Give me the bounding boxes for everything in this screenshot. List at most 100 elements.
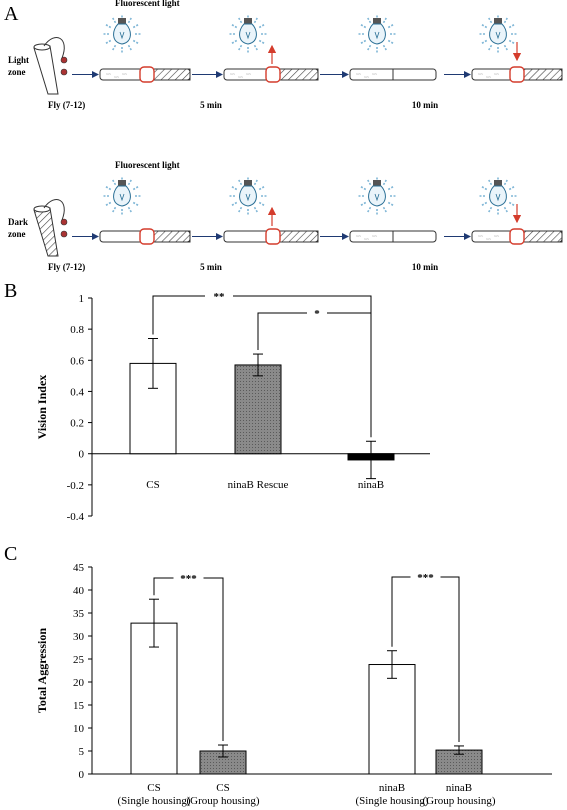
x-category-label: CS <box>216 782 229 794</box>
bar <box>130 622 178 775</box>
light-bulb-icon <box>229 15 267 53</box>
y-tick-label: 0.6 <box>70 355 84 367</box>
fly-marks: ~~~ <box>238 75 243 79</box>
fly-count-label: Fly (7-12) <box>48 262 85 272</box>
fly-marks: ~~~ <box>230 72 235 76</box>
y-tick-label: 0.4 <box>70 386 84 398</box>
fly-marks: ~~~ <box>364 75 369 79</box>
light-bulb-icon <box>358 177 396 215</box>
time-label-5min: 5 min <box>200 100 222 110</box>
y-tick-label: 45 <box>73 562 85 574</box>
zone-label: Light <box>8 55 29 65</box>
fly-marks: ~~~ <box>486 237 491 241</box>
fly-icon <box>60 218 68 226</box>
y-axis-label: Total Aggression <box>35 628 49 713</box>
y-tick-label: -0.4 <box>67 511 85 523</box>
transfer-arrow <box>43 199 65 221</box>
fly-marks: ~~~ <box>372 234 377 238</box>
start-vial-icon <box>33 199 68 257</box>
y-tick-label: -0.2 <box>67 480 84 492</box>
x-category-label: (Single housing) <box>355 795 428 807</box>
x-category-label: ninaB <box>446 782 472 794</box>
panel-a-letter: A <box>4 3 19 25</box>
y-tick-label: 0.8 <box>70 324 84 336</box>
y-tick-label: 20 <box>73 677 85 689</box>
panel-b-vision-chart: B 1 0.8 0.6 0.4 0.2 0 -0.2 -0.4 Vision Index CS ni… <box>4 280 430 523</box>
fly-marks: ~~~ <box>364 237 369 241</box>
bracket-gap <box>410 571 441 581</box>
time-label-10min: 10 min <box>412 100 438 110</box>
x-category-label: CS <box>146 479 159 491</box>
fly-marks: ~~~ <box>122 72 127 76</box>
y-tick-label: 35 <box>73 608 85 620</box>
gate-connector <box>265 228 281 245</box>
zone-label: zone <box>8 67 26 77</box>
panel-b-letter: B <box>4 280 17 302</box>
gate-connector <box>509 228 525 245</box>
y-tick-label: 40 <box>73 585 85 597</box>
fly-marks: ~~~ <box>478 234 483 238</box>
significance-label: *** <box>417 572 434 584</box>
fly-marks: ~~~ <box>356 72 361 76</box>
x-category-label: CS <box>147 782 160 794</box>
y-tick-label: 25 <box>73 654 85 666</box>
gate-connector <box>139 228 155 245</box>
gate-connector <box>509 66 525 83</box>
light-bulb-icon <box>103 177 141 215</box>
x-category-label: (Single housing) <box>117 795 190 807</box>
light-bulb-icon <box>479 177 517 215</box>
fly-icon <box>60 230 68 238</box>
gate-connector <box>139 66 155 83</box>
significance-label: * <box>314 308 320 320</box>
fly-marks: ~~~ <box>356 234 361 238</box>
fly-marks: ~~~ <box>106 72 111 76</box>
y-tick-label: 15 <box>73 700 85 712</box>
zone-label: zone <box>8 229 26 239</box>
light-bulb-icon <box>358 15 396 53</box>
fly-marks: ~~~ <box>372 72 377 76</box>
y-tick-label: 1 <box>79 293 85 305</box>
fluorescent-light-label: Fluorescent light <box>115 0 180 8</box>
fly-marks: ~~~ <box>494 234 499 238</box>
light-bulb-icon <box>229 177 267 215</box>
panel-c-letter: C <box>4 543 17 565</box>
significance-bracket <box>257 312 371 351</box>
fly-marks: ~~~ <box>486 75 491 79</box>
y-tick-label: 0 <box>79 449 85 461</box>
x-category-label: ninaB Rescue <box>228 479 289 491</box>
fly-marks: ~~~ <box>494 72 499 76</box>
y-tick-label: 10 <box>73 723 85 735</box>
zone-label: Dark <box>8 217 28 227</box>
fly-marks: ~~~ <box>114 75 119 79</box>
x-category-label: ninaB <box>379 782 405 794</box>
start-vial-icon <box>33 37 68 95</box>
significance-label: *** <box>180 573 197 585</box>
gate-connector <box>265 66 281 83</box>
x-category-label: (Group housing) <box>186 795 259 807</box>
fluorescent-light-label: Fluorescent light <box>115 160 180 170</box>
bracket-gap <box>173 572 204 582</box>
y-tick-label: 30 <box>73 631 85 643</box>
fly-marks: ~~~ <box>246 72 251 76</box>
time-label-5min: 5 min <box>200 262 222 272</box>
significance-bracket <box>152 295 372 438</box>
y-axis-label: Vision Index <box>35 375 49 440</box>
bracket-gap <box>307 307 327 317</box>
light-bulb-icon <box>103 15 141 53</box>
bar <box>368 664 416 775</box>
x-category-label: ninaB <box>358 479 384 491</box>
bar <box>234 364 282 455</box>
fly-icon <box>60 68 68 76</box>
y-tick-label: 5 <box>79 746 85 758</box>
fly-icon <box>60 56 68 64</box>
significance-label: ** <box>214 291 226 303</box>
x-category-label: (Group housing) <box>422 795 495 807</box>
transfer-arrow <box>43 37 65 59</box>
y-tick-label: 0 <box>79 769 85 781</box>
light-bulb-icon <box>479 15 517 53</box>
y-tick-label: 0.2 <box>70 418 84 430</box>
